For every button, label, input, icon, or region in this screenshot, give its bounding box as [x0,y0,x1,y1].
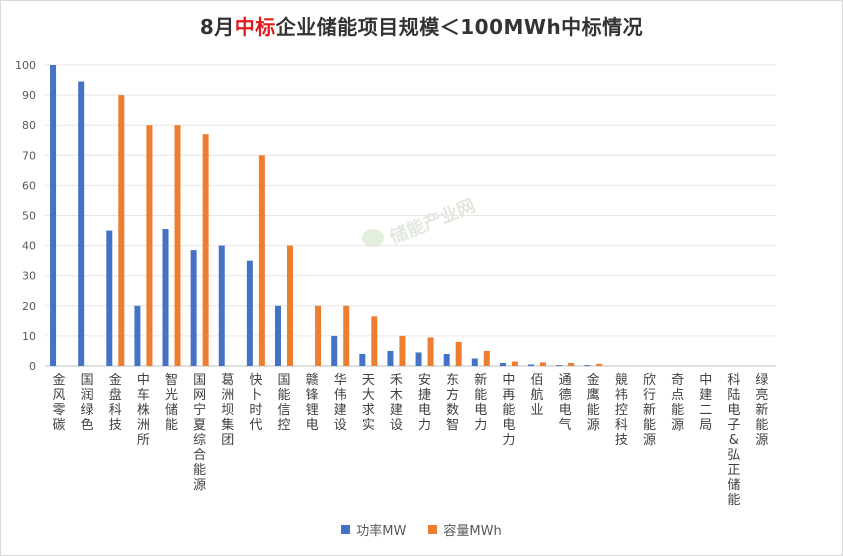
x-tick-label: 中再能电力 [502,373,515,448]
x-tick-label: 科陆电子&弘正储能 [727,373,740,508]
x-tick-label: 赣锋锂电 [306,373,319,433]
x-tick-label: 葛洲坝集团 [221,373,234,448]
x-tick-label: 禾木建设 [390,373,403,433]
bar-power [78,81,85,367]
bar-capacity [427,337,434,366]
bar-power [190,250,197,366]
bar-power [359,353,366,366]
x-tick-label: 国能信控 [277,373,290,433]
y-tick-label: 60 [22,179,36,192]
x-tick-label: 金风零碳 [53,372,66,433]
legend-item-capacity: 容量MWh [428,520,502,539]
bar-power [499,362,506,366]
y-tick-label: 80 [22,119,36,132]
x-tick-label: 绿亮新能源 [755,373,768,448]
legend-item-power: 功率MW [341,520,406,539]
bar-capacity [455,341,462,366]
bar-capacity [540,362,547,366]
legend-label-capacity: 容量MWh [443,524,502,539]
y-tick-label: 90 [22,89,36,102]
legend-label-power: 功率MW [356,524,407,539]
bar-capacity [315,305,322,366]
bar-power [331,335,338,366]
bar-capacity [174,125,181,366]
x-tick-label: 国网宁夏综合能源 [193,373,206,493]
bar-power [274,305,281,366]
x-tick-label: 競祎控科技 [615,373,628,448]
bar-power [443,353,450,366]
y-tick-label: 20 [22,300,36,313]
bar-power [106,230,113,366]
bar-power [162,229,169,366]
x-tick-label: 智光储能 [165,373,178,433]
bar-power [528,364,535,366]
watermark-text: 储能产业网 [386,195,479,249]
x-tick-label: 中建二局 [699,373,712,433]
title-part-1: 8月 [199,15,235,39]
bar-capacity [258,155,265,366]
bar-capacity [399,335,406,366]
legend-swatch-capacity [428,525,438,534]
x-tick-label: 通德电气 [559,373,572,433]
bar-capacity [118,95,125,366]
x-tick-label: 天大求实 [362,373,375,433]
x-tick-label: 金鹰能源 [587,372,600,433]
y-tick-label: 0 [29,360,36,373]
chart-legend: 功率MW 容量MWh [1,520,842,539]
bar-capacity [146,125,153,366]
x-tick-label: 安捷电力 [418,373,431,433]
x-tick-label: 欣行新能源 [643,373,656,448]
x-tick-label: 华伟建设 [334,373,347,433]
x-tick-label: 佰航业 [531,373,544,418]
y-tick-label: 40 [22,240,36,253]
bar-power [556,365,563,366]
bar-capacity [202,134,209,366]
bar-capacity [343,305,350,366]
y-tick-label: 70 [22,149,36,162]
bar-capacity [568,362,575,366]
bar-power [134,305,141,366]
watermark-logo-icon [362,229,384,247]
bar-power [387,350,394,366]
bar-capacity [483,350,490,366]
y-tick-label: 10 [22,330,36,343]
bar-capacity [286,245,293,366]
bar-power [471,358,478,366]
chart-title: 8月中标企业储能项目规模＜100MWh中标情况 [1,11,842,40]
y-tick-label: 30 [22,270,36,283]
y-tick-label: 100 [15,59,36,72]
x-tick-label: 奇点能源 [671,372,684,433]
legend-swatch-power [341,525,351,534]
bar-capacity [371,316,378,366]
x-tick-label: 中车株洲所 [137,373,150,448]
title-highlight: 中标 [234,15,276,39]
title-part-2: 企业储能项目规模＜100MWh中标情况 [275,15,644,39]
bar-capacity [511,361,518,366]
x-tick-label: 东方数智 [446,373,459,433]
bar-capacity [596,363,603,366]
bar-power [584,365,591,366]
bar-power [246,260,253,366]
x-tick-label: 国润绿色 [81,373,94,433]
y-tick-label: 50 [22,210,36,223]
x-tick-label: 快卜时代 [249,373,262,433]
bar-power [50,65,57,366]
x-tick-label: 新能电力 [474,372,487,433]
bar-power [415,352,422,366]
x-tick-label: 金盘科技 [109,372,122,433]
bar-power [218,245,225,366]
